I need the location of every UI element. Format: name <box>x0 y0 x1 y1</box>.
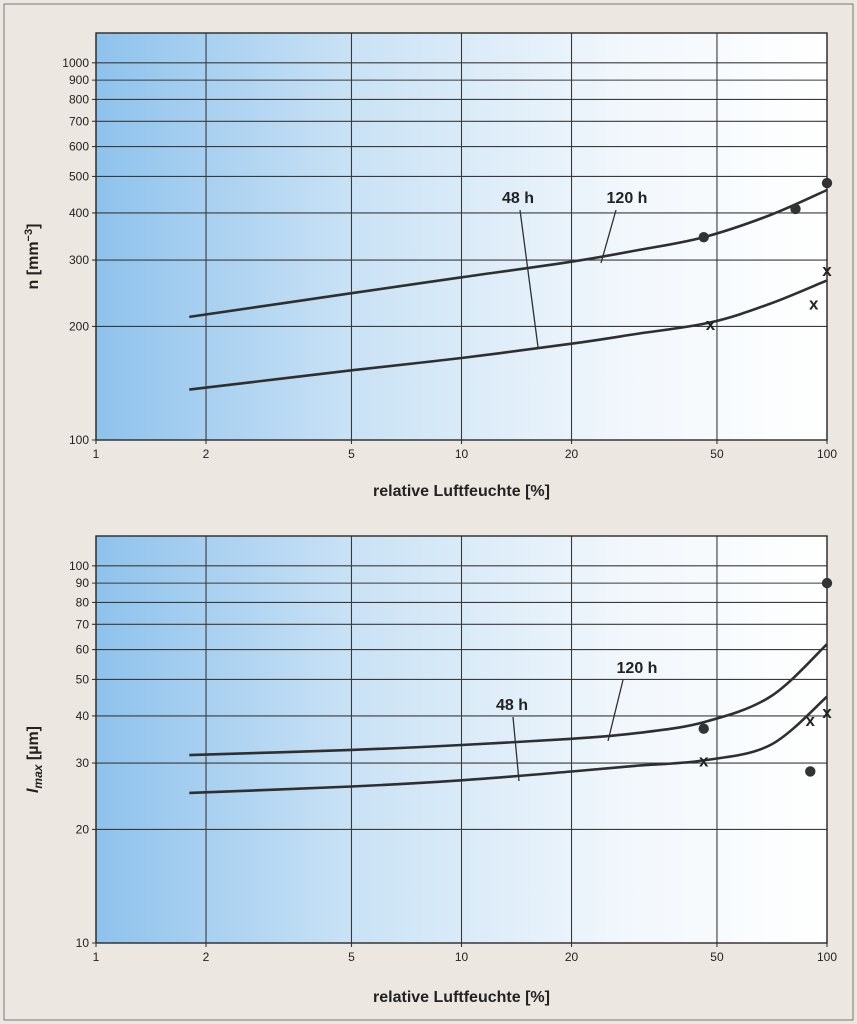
series-label-leader <box>607 679 624 742</box>
data-point-dot <box>821 577 833 589</box>
data-point-x: x <box>822 703 832 722</box>
plot-frame <box>95 535 828 944</box>
data-point-x: x <box>699 751 709 770</box>
data-point-dot <box>805 766 816 777</box>
y-axis-title: lmax [µm] <box>25 726 45 793</box>
x-tick-label: 50 <box>710 447 724 461</box>
x-tick-label: 20 <box>565 447 579 461</box>
data-point-x: x <box>809 295 819 314</box>
y-tick-label: 900 <box>69 73 89 87</box>
y-tick-label: 80 <box>76 595 90 609</box>
x-tick-label: 2 <box>203 447 210 461</box>
x-tick-label: 10 <box>455 447 469 461</box>
x-tick-label: 5 <box>348 950 355 964</box>
y-tick-label: 800 <box>69 92 89 106</box>
x-tick-label: 50 <box>710 950 724 964</box>
x-tick-label: 2 <box>203 950 210 964</box>
x-tick-label: 5 <box>348 447 355 461</box>
x-tick-label: 100 <box>817 447 837 461</box>
x-tick-label: 1 <box>93 447 100 461</box>
x-tick-label: 100 <box>817 950 837 964</box>
x-tick-label: 1 <box>93 950 100 964</box>
y-tick-label: 10 <box>76 936 90 950</box>
y-tick-label: 50 <box>76 672 90 686</box>
data-point-x: x <box>706 315 716 334</box>
y-tick-label: 90 <box>76 576 90 590</box>
x-tick-label: 10 <box>455 950 469 964</box>
data-point-x: x <box>806 711 816 730</box>
data-point-dot <box>698 231 709 243</box>
y-tick-label: 20 <box>76 822 90 836</box>
y-tick-label: 700 <box>69 114 89 128</box>
series-line-120h <box>189 188 828 319</box>
series-label: 120 h <box>607 190 648 207</box>
chart-top: 1 2 5 10 20 50 100 100 200 300 400 500 600 700 800 900 1… <box>23 32 837 500</box>
series-label: 120 h <box>617 660 658 677</box>
data-point-dot <box>790 203 801 215</box>
series-label: 48 h <box>496 697 528 714</box>
y-tick-label: 100 <box>69 433 89 447</box>
data-point-dot <box>821 177 833 189</box>
y-tick-label: 40 <box>76 709 90 723</box>
series-line-120h <box>189 643 828 757</box>
chart-bottom: 1 2 5 10 20 50 100 10 20 30 40 50 60 70 80 90 100 relativ… <box>25 535 837 1006</box>
series-label: 48 h <box>502 190 534 207</box>
y-tick-label: 200 <box>69 319 89 333</box>
y-tick-label: 500 <box>69 169 89 183</box>
data-point-dot <box>698 723 709 734</box>
figure-border <box>3 3 854 1021</box>
series-line-48h <box>189 695 828 795</box>
y-tick-label: 600 <box>69 140 89 154</box>
y-tick-label: 70 <box>76 617 90 631</box>
plot-frame <box>95 32 828 441</box>
y-tick-label: 1000 <box>62 56 89 70</box>
series-label-leader <box>519 209 539 348</box>
x-axis-title: relative Luftfeuchte [%] <box>373 989 550 1006</box>
series-label-leader <box>600 209 617 264</box>
y-tick-label: 400 <box>69 206 89 220</box>
y-axis-title: n [mm−3] <box>23 224 42 290</box>
y-tick-label: 300 <box>69 253 89 267</box>
x-tick-label: 20 <box>565 950 579 964</box>
series-label-leader <box>512 716 520 782</box>
y-tick-label: 30 <box>76 756 90 770</box>
x-axis-title: relative Luftfeuchte [%] <box>373 483 550 500</box>
y-tick-label: 100 <box>69 559 89 573</box>
y-tick-label: 60 <box>76 643 90 657</box>
series-line-48h <box>189 279 828 391</box>
data-point-x: x <box>822 261 832 280</box>
